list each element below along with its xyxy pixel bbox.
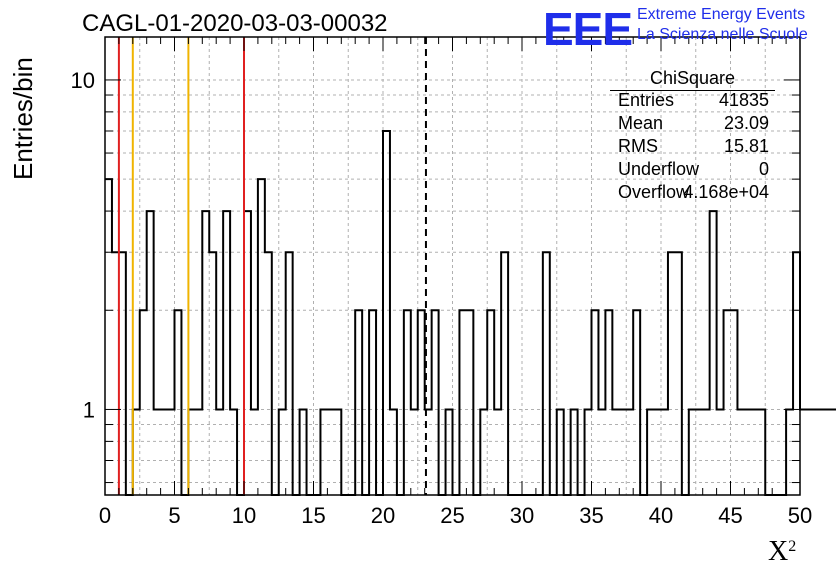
x-tick-label: 40	[649, 503, 673, 528]
stats-title: ChiSquare	[649, 68, 736, 88]
stats-value: 15.81	[723, 136, 769, 156]
stats-value: 23.09	[723, 113, 769, 133]
logo-line-1: Extreme Energy Events	[637, 6, 806, 23]
stats-value: 41835	[718, 90, 769, 110]
histogram-series	[105, 129, 836, 496]
stats-label: Mean	[618, 113, 664, 133]
chart-title: CAGL-01-2020-03-03-00032	[82, 10, 388, 37]
x-tick-label: 15	[301, 503, 325, 528]
stats-value: 0	[758, 159, 769, 179]
x-axis-label: X2	[768, 536, 797, 567]
stats-row-underflow: Underflow 0	[610, 159, 775, 182]
stats-label: Entries	[618, 90, 675, 110]
x-tick-label: 35	[579, 503, 603, 528]
stats-box: ChiSquare Entries 41835 Mean 23.09 RMS 1…	[610, 66, 775, 205]
stats-divider	[610, 90, 775, 91]
y-axis-label: Entries/bin	[8, 57, 38, 180]
stats-label: Overflow	[618, 182, 690, 202]
x-tick-label: 0	[99, 503, 111, 528]
x-tick-label: 5	[168, 503, 180, 528]
logo-line-2: La Scienza nelle Scuole	[637, 26, 808, 43]
stats-row-entries: Entries 41835	[610, 90, 775, 113]
x-tick-label: 25	[440, 503, 464, 528]
y-tick-label: 10	[71, 68, 95, 93]
x-tick-label: 30	[510, 503, 534, 528]
y-tick-label: 1	[83, 397, 95, 422]
stats-row-rms: RMS 15.81	[610, 136, 775, 159]
stats-label: RMS	[618, 136, 658, 156]
stats-value: 4.168e+04	[683, 182, 769, 202]
x-tick-label: 20	[371, 503, 395, 528]
x-tick-label: 45	[718, 503, 742, 528]
x-tick-label: 10	[232, 503, 256, 528]
stats-row-mean: Mean 23.09	[610, 113, 775, 136]
eee-logo: EEE Extreme Energy Events La Scienza nel…	[543, 3, 833, 55]
eee-logo-mark: EEE	[543, 3, 633, 55]
stats-row-overflow: Overflow 4.168e+04	[610, 182, 775, 205]
x-tick-label: 50	[788, 503, 812, 528]
stats-label: Underflow	[618, 159, 700, 179]
